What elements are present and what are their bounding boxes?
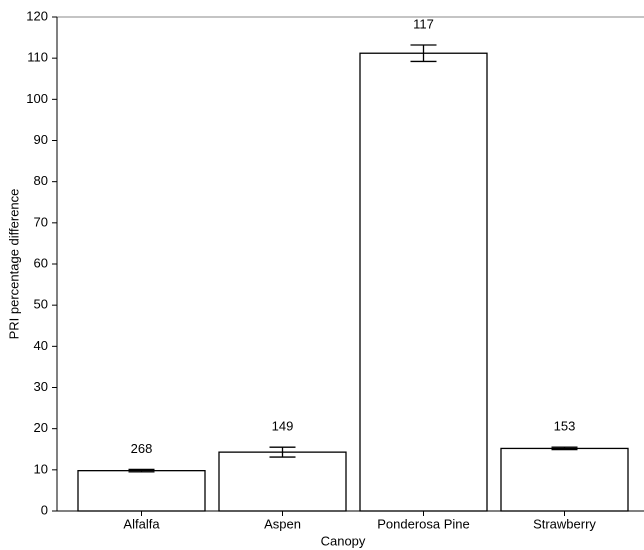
bar (218, 451, 347, 512)
count-label: 268 (131, 441, 153, 456)
error-bar (128, 468, 155, 473)
y-tick-label: 100 (26, 91, 48, 106)
y-tick-label: 30 (34, 379, 48, 394)
y-tick-label: 40 (34, 338, 48, 353)
count-label: 149 (272, 419, 294, 434)
bar (77, 470, 206, 512)
bar (359, 52, 488, 512)
x-tick-label: Alfalfa (123, 516, 160, 531)
bar (500, 447, 629, 512)
y-tick-label: 70 (34, 214, 48, 229)
y-tick-label: 120 (26, 8, 48, 23)
y-tick-label: 10 (34, 461, 48, 476)
y-axis-title: PRI percentage difference (6, 189, 21, 340)
y-tick-label: 20 (34, 420, 48, 435)
count-label: 117 (413, 16, 434, 31)
error-bar (410, 44, 437, 63)
y-tick-label: 80 (34, 173, 48, 188)
x-tick-label: Strawberry (533, 516, 596, 531)
error-bar (551, 446, 578, 451)
y-tick-label: 50 (34, 297, 48, 312)
count-label: 153 (554, 419, 576, 434)
y-tick-label: 60 (34, 255, 48, 270)
y-tick-label: 0 (41, 502, 48, 517)
y-tick-label: 110 (27, 50, 48, 65)
error-bar (269, 446, 296, 458)
x-tick-label: Aspen (264, 516, 301, 531)
x-axis-title: Canopy (321, 533, 366, 548)
y-tick-label: 90 (34, 132, 48, 147)
x-tick-label: Ponderosa Pine (377, 516, 470, 531)
